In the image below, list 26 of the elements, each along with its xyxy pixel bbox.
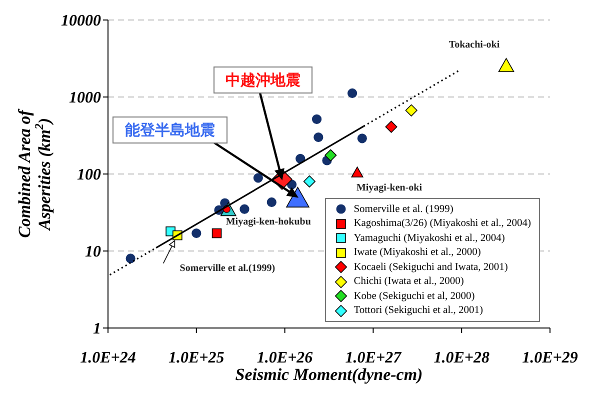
legend-label: Kocaeli (Sekiguchi and Iwata, 2001) — [354, 262, 508, 273]
legend-label: Kagoshima(3/26) (Miyakoshi et al., 2004) — [354, 218, 531, 230]
x-tick-label: 1.0E+28 — [434, 349, 490, 366]
annotation: Miyagi-ken-hokubu — [226, 216, 312, 228]
x-tick-label: 1.0E+24 — [80, 349, 136, 366]
y-tick-label: 10 — [85, 244, 101, 261]
legend-label: Kobe (Sekiguchi et al, 2000) — [354, 290, 475, 302]
x-tick-label: 1.0E+29 — [522, 349, 578, 366]
y-tick-label: 10000 — [61, 12, 101, 30]
x-tick-label: 1.0E+25 — [168, 349, 224, 366]
legend-label: Chichi (Iwata et al., 2000) — [354, 276, 464, 288]
annotation: Somerville et al.(1999) — [180, 262, 276, 274]
y-tick-label: 100 — [77, 166, 101, 184]
annotation: Tokachi-oki — [448, 40, 500, 51]
y-tick-label: 1 — [93, 320, 101, 338]
x-tick-label: 1.0E+27 — [345, 349, 402, 366]
legend-label: Yamaguchi (Miyakoshi et al., 2004) — [354, 232, 505, 244]
legend-label: Somerville et al. (1999) — [354, 204, 454, 215]
annotation: 能登半島地震 — [125, 121, 215, 139]
legend-label: Iwate (Miyakoshi et al., 2000) — [354, 247, 481, 258]
x-tick-label: 1.0E+26 — [256, 349, 313, 366]
annotation: Miyagi-ken-oki — [356, 182, 422, 194]
x-axis-title: Seismic Moment(dyne-cm) — [235, 365, 423, 384]
annotation: 中越沖地震 — [226, 71, 300, 89]
y-tick-label: 1000 — [69, 90, 101, 107]
legend-label: Tottori (Sekiguchi et al., 2001) — [354, 305, 484, 316]
